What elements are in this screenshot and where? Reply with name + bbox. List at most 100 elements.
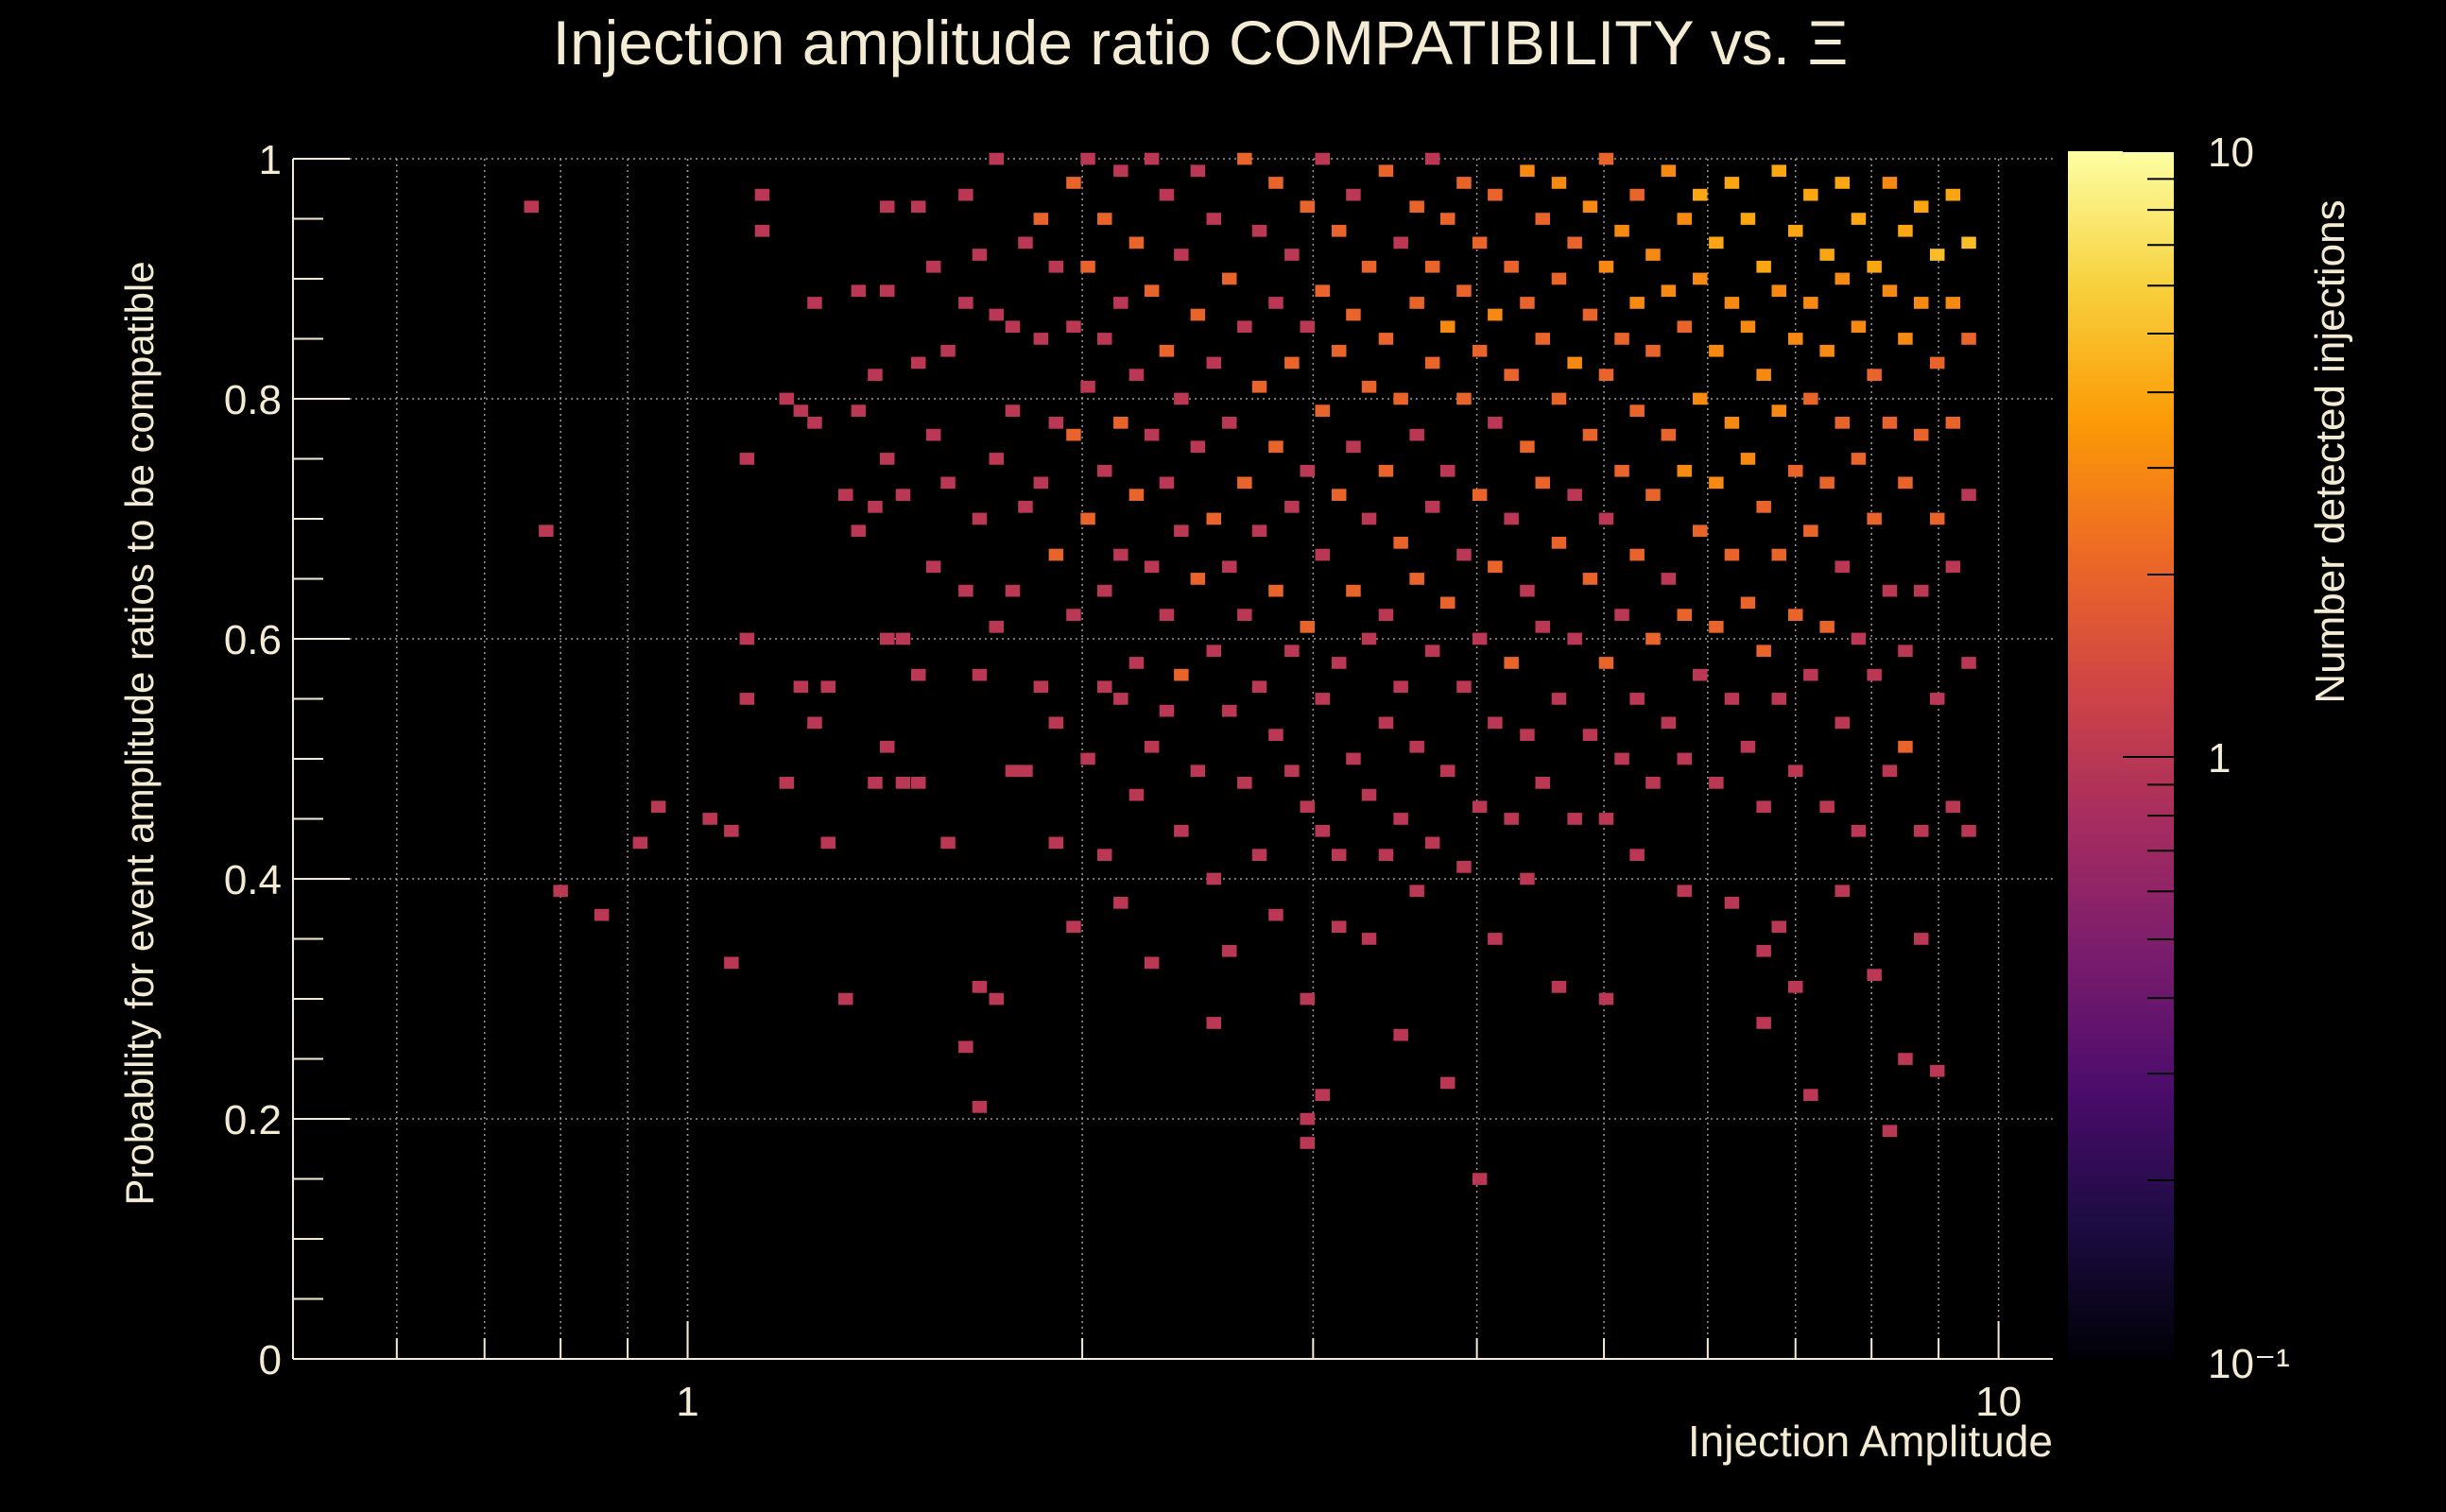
heatmap-cell — [1251, 380, 1267, 393]
heatmap-cell — [1005, 404, 1021, 417]
heatmap-cell — [1332, 657, 1347, 669]
heatmap-cell — [1724, 417, 1740, 429]
heatmap-cell — [1914, 297, 1929, 309]
heatmap-cell — [1788, 981, 1803, 993]
heatmap-cell — [972, 249, 988, 261]
heatmap-cell — [1504, 512, 1519, 525]
heatmap-cell — [1456, 284, 1472, 298]
heatmap-cell — [1834, 716, 1850, 730]
heatmap-cell — [1898, 333, 1913, 345]
heatmap-cell — [940, 344, 956, 357]
heatmap-cell — [895, 489, 911, 501]
heatmap-cell — [1128, 369, 1145, 381]
heatmap-cell — [1961, 657, 1976, 669]
heatmap-cell — [1756, 369, 1771, 381]
heatmap-cell — [820, 680, 835, 694]
heatmap-cell — [1018, 765, 1033, 778]
heatmap-cell — [851, 284, 867, 298]
heatmap-cell — [1803, 188, 1818, 201]
heatmap-cell — [1128, 236, 1145, 249]
heatmap-cell — [1128, 489, 1145, 501]
heatmap-cell — [1709, 344, 1724, 357]
heatmap-cell — [1645, 632, 1661, 645]
heatmap-cell — [1144, 284, 1160, 298]
heatmap-cell — [1378, 716, 1394, 730]
heatmap-cell — [807, 417, 822, 429]
heatmap-cell — [1645, 249, 1661, 261]
heatmap-cell — [1834, 417, 1850, 429]
heatmap-cell — [1882, 177, 1898, 189]
heatmap-cell — [1284, 501, 1300, 513]
heatmap-cell — [1756, 800, 1771, 814]
heatmap-cell — [1315, 152, 1330, 165]
heatmap-cell — [1284, 765, 1300, 778]
heatmap-cell — [1066, 609, 1081, 621]
heatmap-cell — [1882, 284, 1898, 298]
heatmap-cell — [1346, 308, 1361, 321]
y-tick-label: 0.2 — [224, 1097, 282, 1143]
heatmap-cell — [1771, 284, 1786, 298]
heatmap-cell — [739, 632, 755, 645]
heatmap-cell — [1424, 836, 1440, 850]
heatmap-cell — [1914, 933, 1929, 945]
heatmap-cell — [1661, 164, 1677, 178]
heatmap-cell — [1535, 213, 1550, 225]
heatmap-cell — [1582, 200, 1598, 214]
heatmap-cell — [1190, 164, 1206, 178]
heatmap-cell — [1332, 849, 1347, 861]
heatmap-cell — [1851, 320, 1867, 334]
heatmap-cell — [1930, 249, 1945, 261]
heatmap-cell — [1598, 512, 1614, 525]
heatmap-cell — [1315, 824, 1330, 837]
heatmap-cell — [940, 476, 956, 490]
heatmap-cell — [1598, 369, 1614, 381]
heatmap-cell — [1709, 476, 1724, 490]
colorbar-tick-label: 10 — [2208, 129, 2254, 176]
heatmap-cell — [880, 453, 895, 465]
heatmap-cell — [1361, 632, 1377, 645]
y-tick-label: 0 — [259, 1337, 282, 1383]
heatmap-cell — [1005, 320, 1021, 334]
heatmap-cell — [1898, 740, 1913, 753]
heatmap-cell — [1693, 188, 1708, 201]
heatmap-cell — [1930, 693, 1945, 705]
heatmap-cell — [1803, 524, 1818, 538]
heatmap-cell — [1945, 417, 1961, 429]
heatmap-cell — [650, 800, 666, 814]
heatmap-cell — [911, 668, 926, 681]
heatmap-cell — [972, 668, 988, 681]
heatmap-cell — [1361, 512, 1377, 525]
heatmap-cell — [524, 200, 539, 214]
heatmap-cell — [989, 453, 1004, 465]
heatmap-cell — [1237, 609, 1252, 621]
heatmap-cell — [1315, 548, 1330, 561]
heatmap-cell — [1393, 813, 1408, 825]
heatmap-cell — [1520, 872, 1535, 885]
heatmap-cell — [807, 716, 822, 730]
heatmap-cell — [1771, 164, 1786, 178]
heatmap-cell — [1300, 621, 1315, 633]
heatmap-cell — [724, 824, 739, 837]
heatmap-cell — [1945, 297, 1961, 309]
heatmap-cell — [1788, 464, 1803, 477]
heatmap-cell — [895, 777, 911, 789]
heatmap-cell — [1504, 813, 1519, 825]
heatmap-cell — [1424, 152, 1440, 165]
heatmap-cell — [868, 369, 883, 381]
heatmap-cell — [1535, 333, 1550, 345]
heatmap-cell — [1930, 356, 1945, 369]
heatmap-cell — [1159, 344, 1175, 357]
heatmap-cell — [1097, 333, 1112, 345]
heatmap-cell — [1567, 356, 1582, 369]
heatmap-cell — [1018, 236, 1033, 249]
heatmap-cell — [1677, 213, 1692, 225]
heatmap-cell — [1582, 573, 1598, 585]
heatmap-cell — [1740, 596, 1756, 610]
heatmap-cell — [1472, 632, 1488, 645]
heatmap-cell — [1898, 1053, 1913, 1065]
heatmap-cell — [1378, 609, 1394, 621]
heatmap-cell — [1174, 392, 1189, 405]
heatmap-cell — [1567, 632, 1582, 645]
heatmap-cell — [1724, 177, 1740, 189]
heatmap-cell — [779, 777, 795, 789]
